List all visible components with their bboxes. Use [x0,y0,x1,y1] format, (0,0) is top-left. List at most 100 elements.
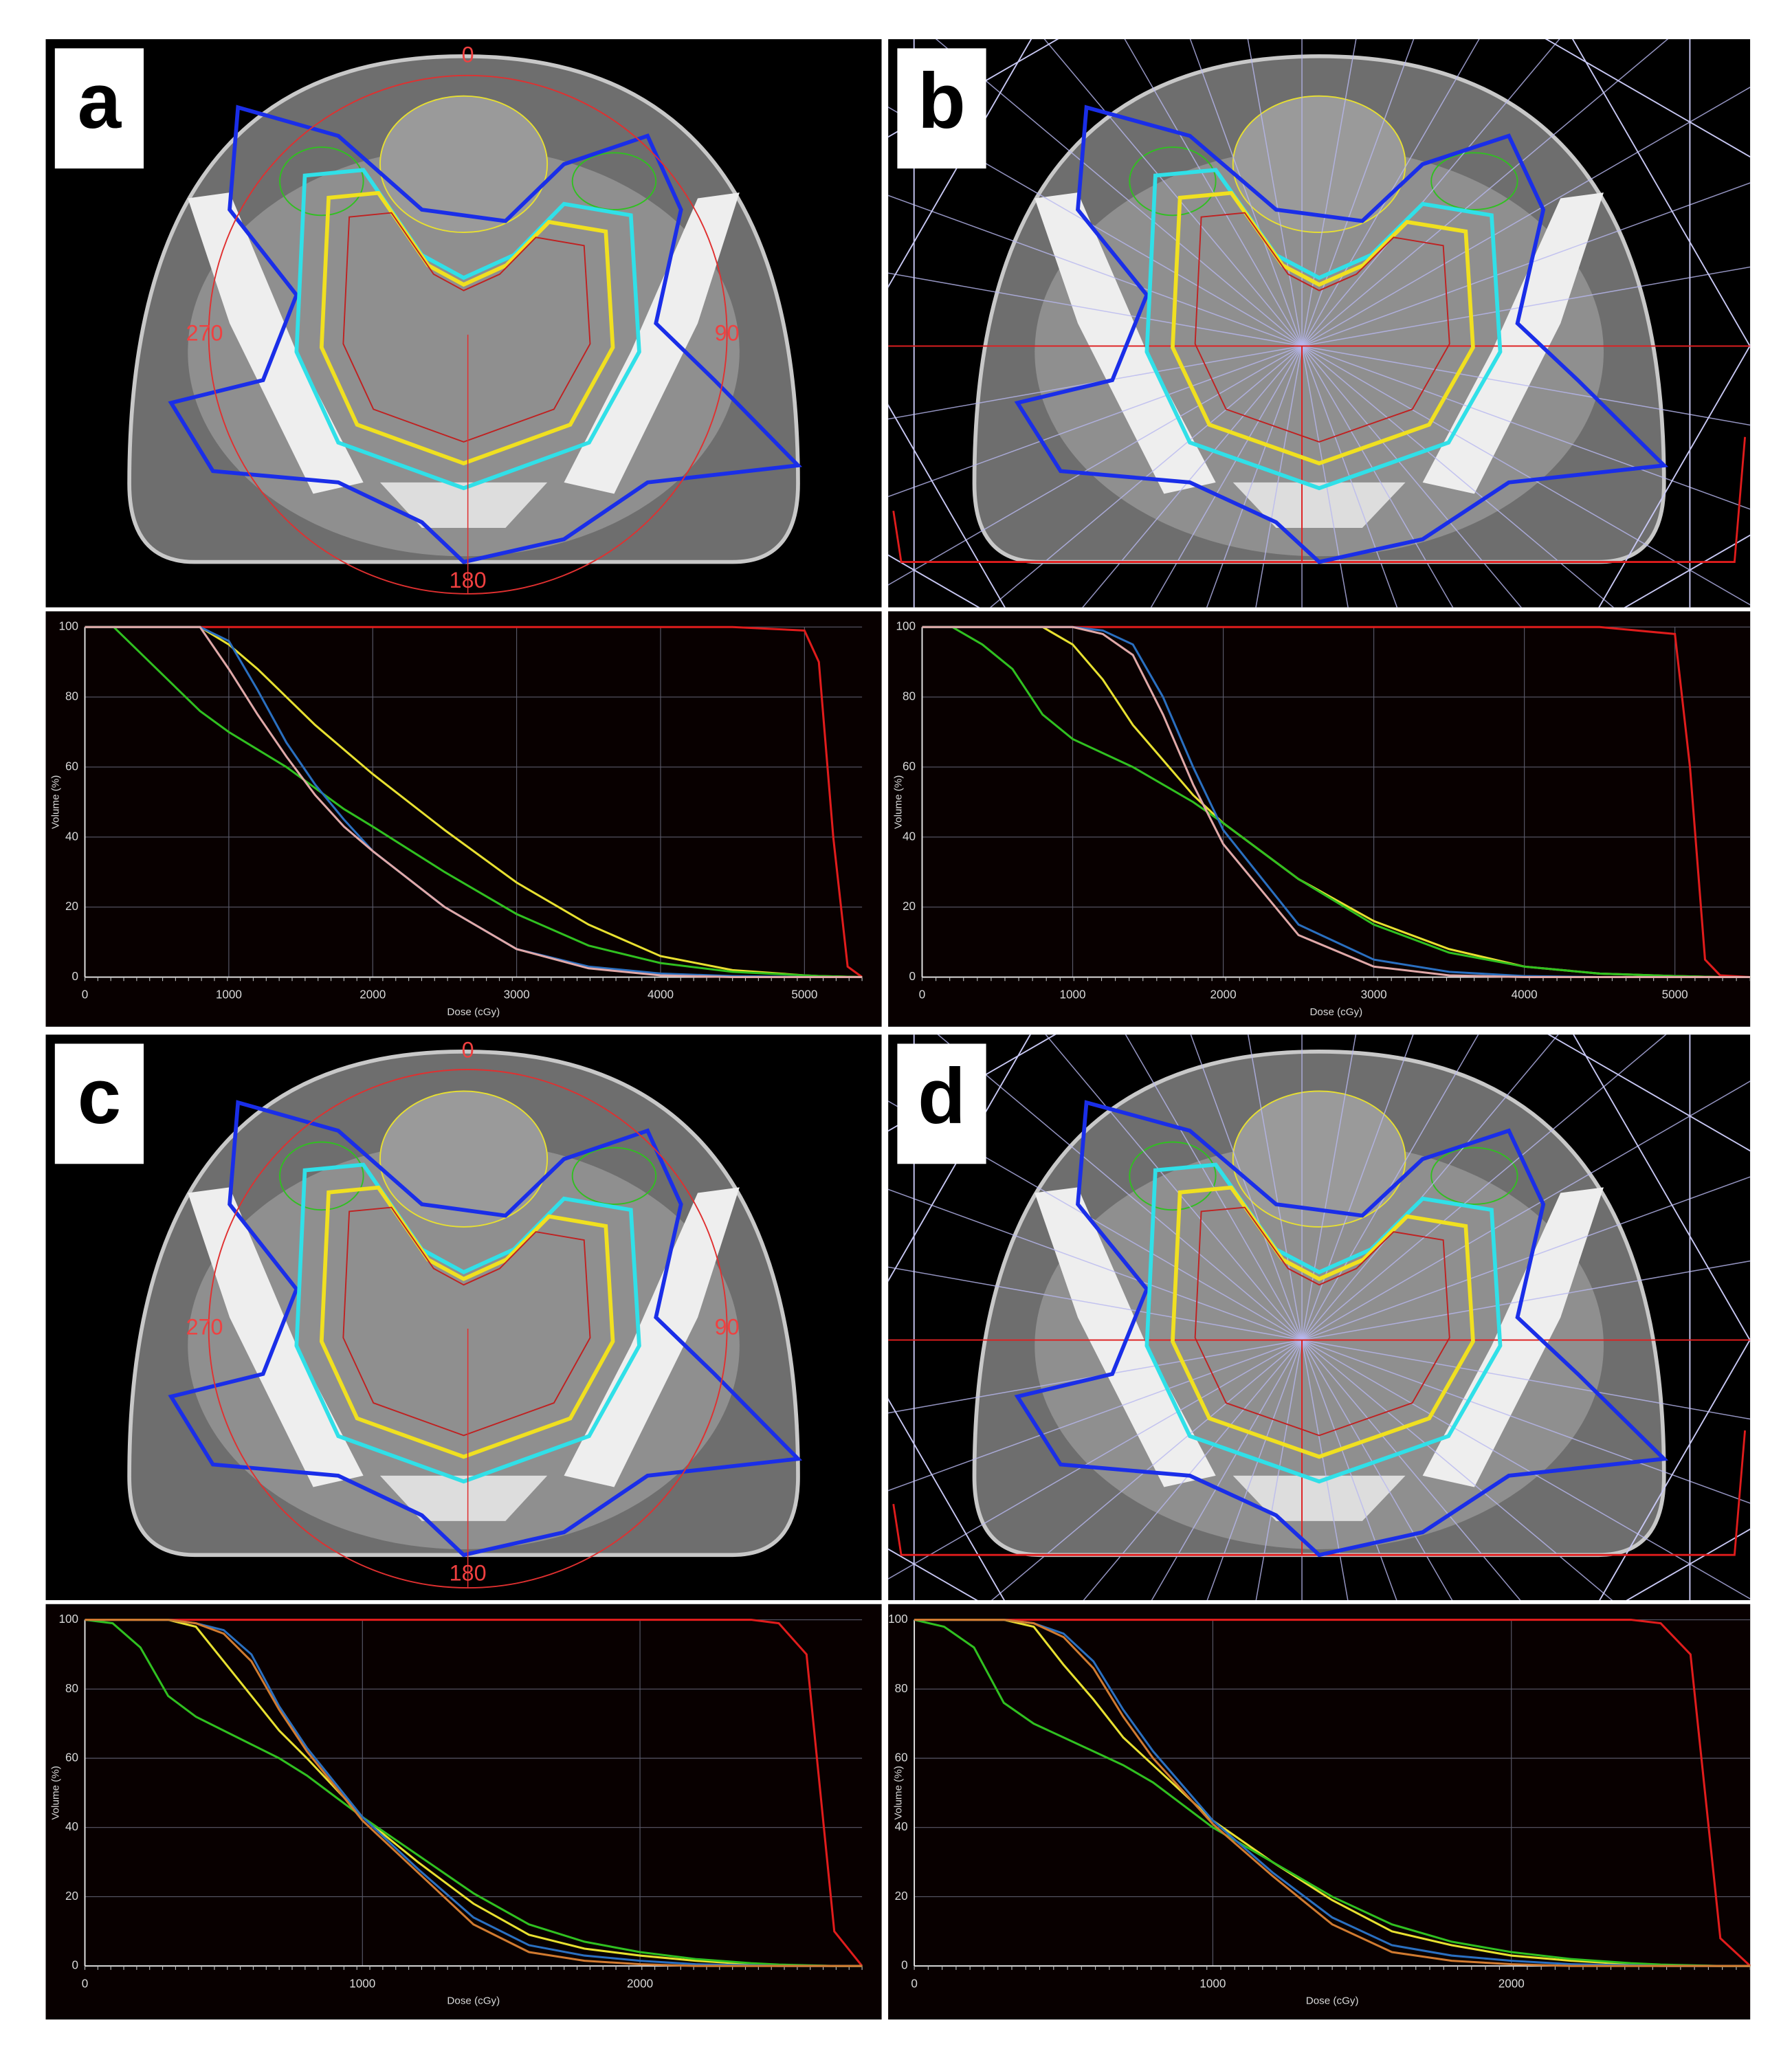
bowel-right [571,1147,657,1205]
y-tick-label: 60 [895,1751,908,1764]
y-tick-label: 80 [65,690,78,703]
x-tick-label: 3000 [1361,988,1387,1001]
isodose-blue [168,1100,803,1558]
dvh-curve [914,1619,1751,1967]
sacrum [379,482,548,528]
y-tick-label: 40 [65,1820,78,1833]
y-tick-label: 40 [903,830,916,843]
beam-line [991,1339,1303,1601]
y-tick-label: 100 [58,620,78,633]
panel-label-box [897,1043,986,1164]
beam-line [1301,345,1523,608]
y-tick-label: 100 [896,620,916,633]
ct-panel [45,39,882,608]
y-axis-label: Volume (%) [892,1766,904,1820]
bone-right [564,192,740,494]
beam-line [1301,346,1454,608]
x-tick-label: 1000 [1060,988,1086,1001]
x-tick-label: 2000 [359,988,386,1001]
dvh-curve [922,625,1751,979]
beam-line [1301,1339,1751,1420]
isodose-yellow [1171,1185,1475,1459]
gantry-angle-label: 0 [462,42,474,67]
isodose-blue [1014,1100,1669,1558]
beam-line [1247,39,1303,346]
beam-line [1151,1340,1303,1601]
beam-edge [1599,1338,1751,1601]
beam-line [1301,266,1751,347]
beam-line [1301,39,1480,346]
panel-label-box [54,1043,144,1164]
chart-background [888,611,1751,1027]
isodose-red [342,1206,591,1437]
beam-line [1247,1034,1303,1340]
beam-edge [888,1397,1006,1601]
beam-line [888,106,1303,347]
ct-panel [888,39,1751,608]
beam-line [888,345,1303,420]
y-axis-label: Volume (%) [50,775,62,830]
y-tick-label: 80 [65,1682,78,1695]
ct-panel [888,1034,1751,1601]
y-tick-label: 20 [65,900,78,913]
bladder [379,1090,549,1228]
beam-line [888,345,1303,586]
gantry-angle-label: 0 [462,1037,474,1062]
beam-line [1206,346,1303,608]
y-tick-label: 60 [903,760,916,773]
x-tick-label: 3000 [504,988,530,1001]
x-tick-label: 4000 [648,988,674,1001]
gantry-angle-label: 180 [450,1561,487,1586]
beam-line [1045,1034,1303,1341]
y-tick-label: 40 [65,830,78,843]
beam-line [1301,182,1751,347]
y-axis-label: Volume (%) [892,775,904,830]
bone-right [1422,192,1604,494]
beam-edge [1571,39,1751,348]
beam-line [1301,1034,1414,1340]
beam-line [1301,1034,1667,1341]
bowel-left [279,1141,364,1211]
panel-label: a [78,58,122,145]
beam-line [1301,1034,1357,1340]
beam-line [935,39,1303,347]
panel-label-box [54,48,144,169]
y-tick-label: 0 [909,970,916,983]
x-tick-label: 1000 [349,1977,375,1990]
beam-line [1301,345,1751,606]
beam-line [989,345,1303,608]
beam-line [888,1100,1303,1341]
y-tick-label: 80 [903,690,916,703]
dvh-curve [85,625,863,979]
bone-right [1422,1187,1604,1487]
beam-line [1301,39,1357,346]
panel-label-box [897,48,986,169]
gantry-angle-label: 180 [450,568,487,592]
beam-line [1301,39,1669,347]
beam-line [1301,1340,1349,1601]
bowel-right [1430,1147,1518,1205]
isodose-blue [1014,104,1669,564]
y-tick-label: 20 [65,1890,78,1903]
x-axis-label: Dose (cGy) [447,1995,500,2006]
panel-label: d [918,1053,966,1140]
beam-line [937,1034,1303,1341]
beam-edge [1598,344,1751,608]
beam-edge [1545,39,1751,158]
isodose-red [1194,212,1450,443]
beam-line [1301,1340,1521,1601]
bowel-left [1129,1141,1217,1211]
beam-line [1255,1340,1303,1601]
x-tick-label: 2000 [1498,1977,1525,1990]
dvh-curve [85,625,863,979]
bladder [379,95,549,234]
x-axis-label: Dose (cGy) [1306,1995,1359,2006]
dvh-curve [914,1619,1751,1967]
beam-line [1082,345,1303,608]
beam-line [1301,345,1751,510]
beam-line [1043,39,1303,346]
gantry-angle-label: 270 [186,320,223,345]
beam-line [888,272,1303,347]
